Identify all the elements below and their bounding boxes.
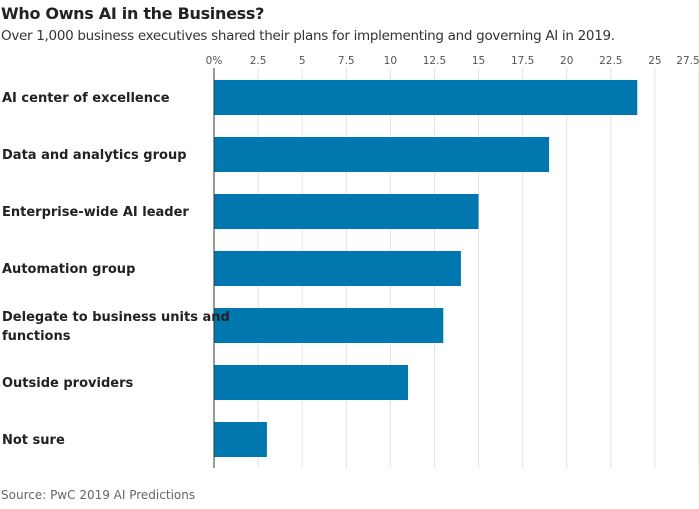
bar [214, 422, 267, 457]
x-tick-label: 17.5 [511, 55, 534, 67]
x-tick-label: 0% [206, 55, 223, 67]
x-tick-label: 10 [384, 55, 397, 67]
bar [214, 365, 408, 400]
bar [214, 194, 479, 229]
chart-subtitle: Over 1,000 business executives shared th… [1, 28, 615, 44]
x-tick-label: 12.5 [423, 55, 446, 67]
category-label: Automation group [2, 262, 135, 277]
bar [214, 137, 550, 172]
bar [214, 308, 444, 343]
x-tick-label: 22.5 [599, 55, 622, 67]
x-tick-label: 5 [299, 55, 306, 67]
x-tick-label: 20 [560, 55, 573, 67]
category-label: Delegate to business units and functions [2, 310, 230, 344]
category-label: Data and analytics group [2, 148, 187, 163]
chart-source: Source: PwC 2019 AI Predictions [1, 488, 196, 502]
x-tick-label: 7.5 [338, 55, 355, 67]
x-tick-label: 25 [648, 55, 661, 67]
category-label: Enterprise-wide AI leader [2, 205, 189, 220]
category-label: Not sure [2, 433, 65, 448]
chart-title: Who Owns AI in the Business? [1, 4, 265, 23]
category-label: Outside providers [2, 376, 133, 391]
x-tick-label: 15 [472, 55, 485, 67]
x-tick-label: 27.5 [676, 55, 699, 67]
category-label: AI center of excellence [2, 91, 170, 106]
bar [214, 251, 461, 286]
x-tick-label: 2.5 [250, 55, 267, 67]
bar [214, 80, 638, 115]
